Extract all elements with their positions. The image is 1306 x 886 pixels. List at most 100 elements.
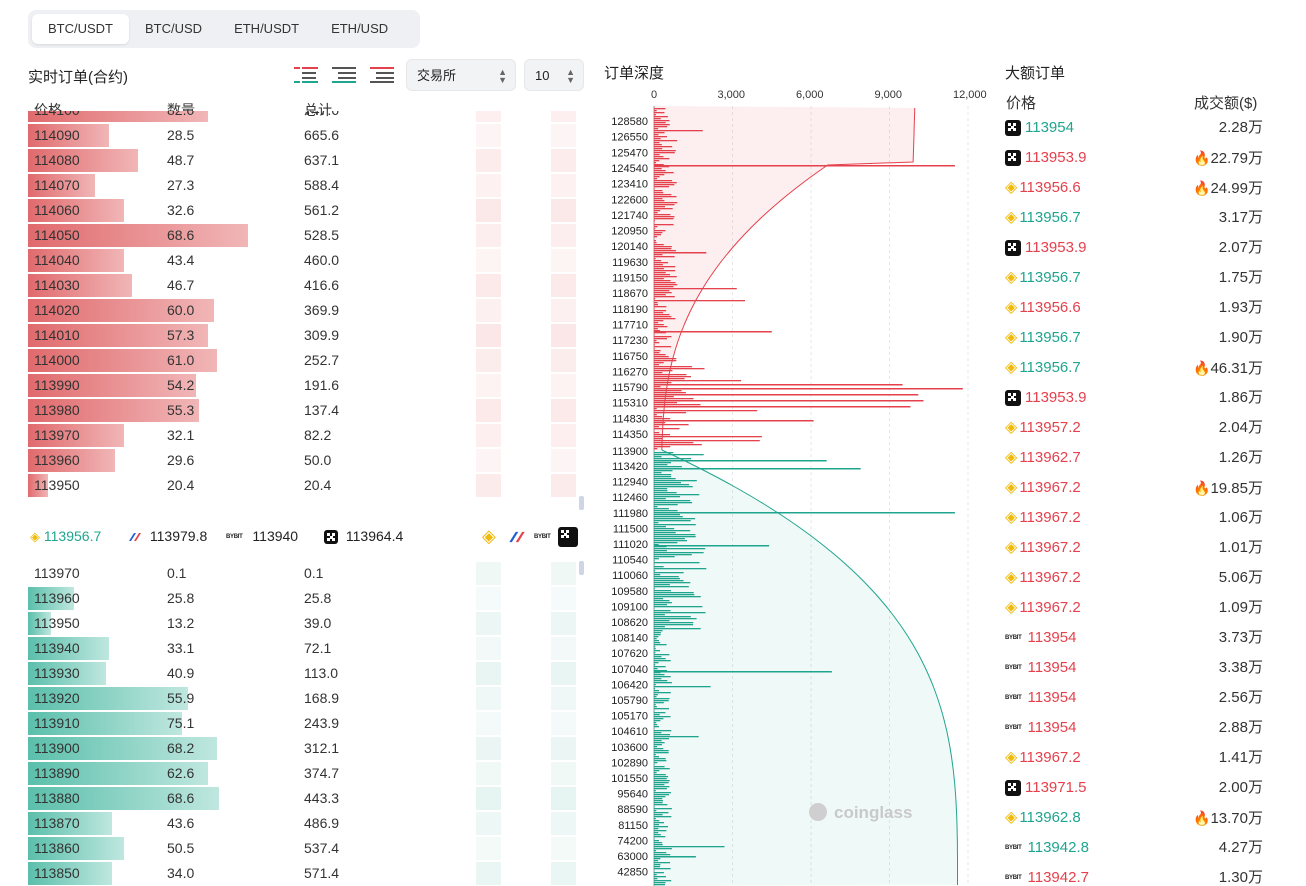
ask-row[interactable]: 114060 32.6 561.2 [28,198,588,223]
large-order-row[interactable]: 113953.9 🔥22.79万 [1005,143,1265,173]
qty-cell: 50.5 [167,840,195,856]
large-order-row[interactable]: 113971.5 2.00万 [1005,773,1265,803]
ask-depth-bar [654,442,694,444]
price-level-label: 118190 [612,304,648,316]
ask-row[interactable]: 114010 57.3 309.9 [28,323,588,348]
bid-row[interactable]: 113860 50.5 537.4 [28,836,588,861]
price-level-label: 88590 [617,804,648,816]
large-order-row[interactable]: BYBIT 113942.8 4.27万 [1005,833,1265,863]
view-bids-icon[interactable] [330,64,360,86]
large-order-row[interactable]: ◈ 113956.6 1.93万 [1005,293,1265,323]
ask-depth-bar [654,184,675,186]
large-order-row[interactable]: ◈ 113962.7 1.26万 [1005,443,1265,473]
large-order-row[interactable]: BYBIT 113954 2.56万 [1005,683,1265,713]
large-order-row[interactable]: ◈ 113962.8 🔥13.70万 [1005,803,1265,833]
large-order-row[interactable]: ◈ 113967.2 1.01万 [1005,533,1265,563]
price-cell: 114040 [34,252,80,268]
total-cell: 72.1 [304,640,332,656]
ask-row[interactable]: 113990 54.2 191.6 [28,373,588,398]
ask-row[interactable]: 114000 61.0 252.7 [28,348,588,373]
depth-chart[interactable]: 0 3,000 6,000 9,000 12,000 128580 126550 125470… [600,84,995,886]
bid-depth-bar [654,828,659,830]
ask-depth-bar [654,412,687,414]
large-order-row[interactable]: ◈ 113956.7 1.90万 [1005,323,1265,353]
bid-row[interactable]: 113920 55.9 168.9 [28,686,588,711]
heat-cell [476,111,501,122]
ask-row[interactable]: 114100 82.0 747.6 [28,111,588,123]
price-cell: 113890 [34,765,80,781]
bid-row[interactable]: 113940 33.1 72.1 [28,636,588,661]
bid-row[interactable]: 113870 43.6 486.9 [28,811,588,836]
large-order-row[interactable]: ◈ 113956.7 3.17万 [1005,203,1265,233]
large-order-row[interactable]: BYBIT 113954 3.73万 [1005,623,1265,653]
exchange-select[interactable]: 交易所 ▲ ▼ [406,59,516,91]
bid-row[interactable]: 113900 68.2 312.1 [28,736,588,761]
ask-depth-bar [654,258,656,260]
bid-depth-bar [654,494,700,496]
tab-eth-usd[interactable]: ETH/USD [331,21,389,36]
ask-depth-bar [654,352,660,354]
ask-row[interactable]: 113980 55.3 137.4 [28,398,588,423]
ask-row[interactable]: 114030 46.7 416.6 [28,273,588,298]
ask-row[interactable]: 114080 48.7 637.1 [28,148,588,173]
bid-depth-bar [654,688,656,690]
bids-scroll-indicator[interactable] [579,561,584,575]
bid-row[interactable]: 113890 62.6 374.7 [28,761,588,786]
ask-row[interactable]: 114050 68.6 528.5 [28,223,588,248]
tab-btc-usdt[interactable]: BTC/USDT [32,14,129,44]
ask-row[interactable]: 114020 60.0 369.9 [28,298,588,323]
okx-filter[interactable] [558,522,582,550]
large-order-row[interactable]: ◈ 113967.2 🔥19.85万 [1005,473,1265,503]
large-order-amount-value: 3.17万 [1218,209,1263,226]
deribit-filter[interactable] [508,522,530,550]
bid-row[interactable]: 113970 0.1 0.1 [28,561,588,586]
bid-row[interactable]: 113880 68.6 443.3 [28,786,588,811]
large-order-row[interactable]: BYBIT 113942.7 1.30万 [1005,863,1265,886]
large-order-row[interactable]: ◈ 113957.2 2.04万 [1005,413,1265,443]
bid-depth-bar [654,540,687,542]
ask-row[interactable]: 114090 28.5 665.6 [28,123,588,148]
ask-row[interactable]: 113960 29.6 50.0 [28,448,588,473]
price-cell: 114090 [34,127,80,143]
binance-filter[interactable]: ◈ [482,522,496,551]
large-order-row[interactable]: 113953.9 1.86万 [1005,383,1265,413]
ask-depth-bar [654,186,670,188]
bid-row[interactable]: 113910 75.1 243.9 [28,711,588,736]
ask-row[interactable]: 113970 32.1 82.2 [28,423,588,448]
price-cell: 114000 [34,352,80,368]
large-order-row[interactable]: BYBIT 113954 3.38万 [1005,653,1265,683]
ask-row[interactable]: 114040 43.4 460.0 [28,248,588,273]
bid-row[interactable]: 113850 34.0 571.4 [28,861,588,886]
qty-cell: 57.3 [167,327,195,343]
bid-row[interactable]: 113950 13.2 39.0 [28,611,588,636]
view-asks-icon[interactable] [368,64,398,86]
depth-level-select[interactable]: 10 ▲ ▼ [524,59,584,91]
large-order-amount: 🔥13.70万 [1193,803,1263,834]
bid-row[interactable]: 113930 40.9 113.0 [28,661,588,686]
large-order-row[interactable]: ◈ 113956.6 🔥24.99万 [1005,173,1265,203]
large-order-row[interactable]: ◈ 113956.7 1.75万 [1005,263,1265,293]
large-order-row[interactable]: ◈ 113967.2 1.41万 [1005,743,1265,773]
ask-depth-bar [654,408,657,410]
ask-row[interactable]: 113950 20.4 20.4 [28,473,588,498]
large-order-row[interactable]: BYBIT 113954 2.88万 [1005,713,1265,743]
heat-cell [476,324,501,347]
tab-btc-usd[interactable]: BTC/USD [145,21,203,36]
heat-cell [551,124,576,147]
large-order-row[interactable]: 113953.9 2.07万 [1005,233,1265,263]
view-both-icon[interactable] [292,64,322,86]
large-order-row[interactable]: 113954 2.28万 [1005,113,1265,143]
bid-row[interactable]: 113960 25.8 25.8 [28,586,588,611]
asks-scroll-indicator[interactable] [579,496,584,510]
large-order-row[interactable]: ◈ 113956.7 🔥46.31万 [1005,353,1265,383]
ask-row[interactable]: 114070 27.3 588.4 [28,173,588,198]
large-order-amount: 2.00万 [1219,773,1263,803]
bid-depth-bar [654,840,659,842]
tab-eth-usdt[interactable]: ETH/USDT [234,21,300,36]
bid-depth-bar [654,580,684,582]
large-order-row[interactable]: ◈ 113967.2 5.06万 [1005,563,1265,593]
large-order-row[interactable]: ◈ 113967.2 1.06万 [1005,503,1265,533]
deribit-price: 113979.8 [128,522,207,550]
large-order-row[interactable]: ◈ 113967.2 1.09万 [1005,593,1265,623]
bybit-filter[interactable]: BYBIT [534,522,557,551]
